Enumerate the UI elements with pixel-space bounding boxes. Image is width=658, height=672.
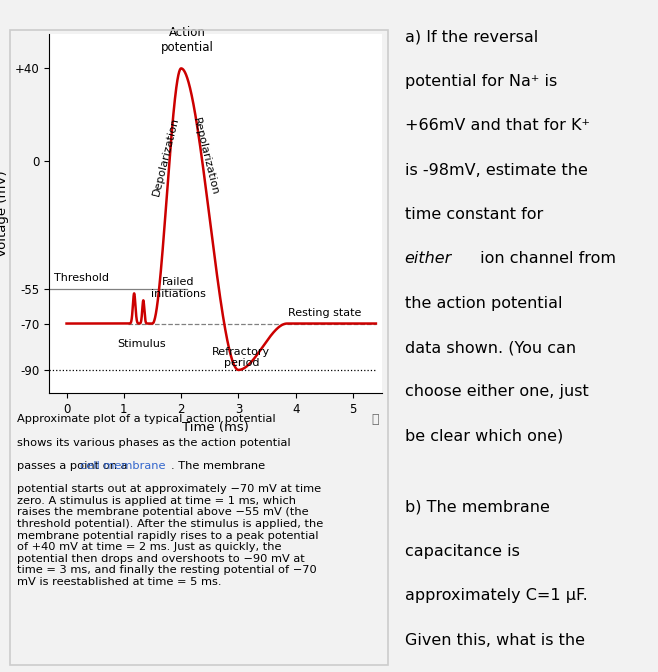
Text: Repolarization: Repolarization bbox=[191, 117, 220, 196]
Text: be clear which one): be clear which one) bbox=[405, 429, 563, 444]
Text: choose either one, just: choose either one, just bbox=[405, 384, 588, 399]
Text: approximately C=1 μF.: approximately C=1 μF. bbox=[405, 588, 588, 603]
Text: Resting state: Resting state bbox=[288, 308, 361, 318]
Text: data shown. (You can: data shown. (You can bbox=[405, 340, 576, 355]
Text: is -98mV, estimate the: is -98mV, estimate the bbox=[405, 163, 588, 177]
Text: Action
potential: Action potential bbox=[161, 26, 213, 54]
Text: capacitance is: capacitance is bbox=[405, 544, 520, 559]
Text: potential starts out at approximately −70 mV at time
zero. A stimulus is applied: potential starts out at approximately −7… bbox=[17, 485, 324, 587]
X-axis label: Time (ms): Time (ms) bbox=[182, 421, 249, 434]
Text: Given this, what is the: Given this, what is the bbox=[405, 632, 585, 648]
Text: a) If the reversal: a) If the reversal bbox=[405, 30, 538, 45]
Text: Refractory
period: Refractory period bbox=[213, 347, 270, 368]
Text: the action potential: the action potential bbox=[405, 296, 562, 310]
Text: Approximate plot of a typical action potential: Approximate plot of a typical action pot… bbox=[17, 415, 276, 424]
Text: time constant for: time constant for bbox=[405, 207, 543, 222]
Text: . The membrane: . The membrane bbox=[170, 461, 265, 471]
Text: +66mV and that for K⁺: +66mV and that for K⁺ bbox=[405, 118, 590, 133]
Y-axis label: Voltage (mV): Voltage (mV) bbox=[0, 170, 9, 257]
Text: Depolarization: Depolarization bbox=[151, 116, 181, 197]
Text: b) The membrane: b) The membrane bbox=[405, 499, 549, 515]
Text: passes a point on a: passes a point on a bbox=[17, 461, 132, 471]
Text: either: either bbox=[405, 251, 452, 266]
Text: cell membrane: cell membrane bbox=[80, 461, 165, 471]
Text: ion channel from: ion channel from bbox=[475, 251, 616, 266]
Text: Stimulus: Stimulus bbox=[117, 339, 166, 349]
Text: ⧉: ⧉ bbox=[371, 413, 379, 426]
Text: Failed
initiations: Failed initiations bbox=[151, 277, 206, 299]
Text: Threshold: Threshold bbox=[54, 273, 109, 283]
Text: shows its various phases as the action potential: shows its various phases as the action p… bbox=[17, 437, 291, 448]
Text: potential for Na⁺ is: potential for Na⁺ is bbox=[405, 74, 557, 89]
